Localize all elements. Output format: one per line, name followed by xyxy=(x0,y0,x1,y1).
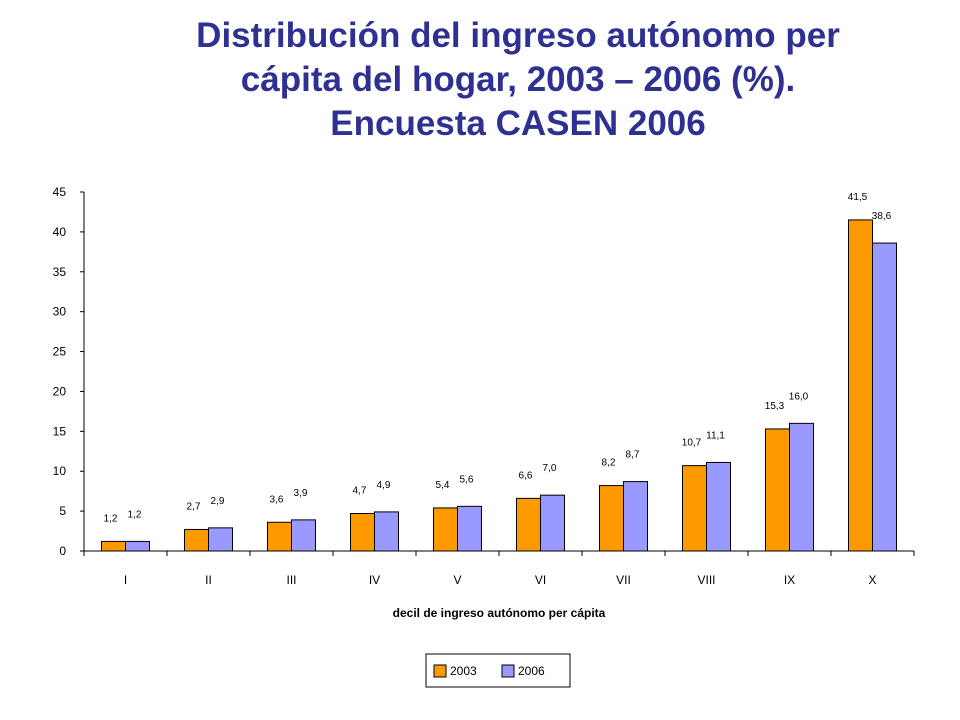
data-label-2003-VII: 8,2 xyxy=(602,458,616,469)
bar-2003-V xyxy=(433,507,458,552)
bar-2006-III xyxy=(291,519,316,552)
y-tick-label: 30 xyxy=(53,305,67,319)
y-tick-label: 0 xyxy=(59,544,66,558)
data-label-2003-I: 1,2 xyxy=(104,513,118,524)
bar-2003-IX xyxy=(765,428,790,552)
data-labels: 1,2 1,2 2,7 2,9 3,6 3,9 4,7 4,9 5,4 5,6 6,6 7,0 8,2 8… xyxy=(104,192,892,525)
legend-swatch-2006 xyxy=(501,664,515,678)
data-label-2006-V: 5,6 xyxy=(460,474,474,485)
bar-2006-X xyxy=(872,242,897,552)
y-axis: 0 5 10 15 20 25 30 35 40 45 xyxy=(53,185,85,558)
data-label-2006-VIII: 11,1 xyxy=(706,430,725,441)
legend-label-2006: 2006 xyxy=(518,664,545,678)
x-tick-label: IX xyxy=(784,573,795,587)
legend-label-2003: 2003 xyxy=(450,664,477,678)
x-tick-label: VII xyxy=(616,573,631,587)
y-tick-label: 10 xyxy=(53,464,67,478)
data-label-2003-IX: 15,3 xyxy=(765,401,785,412)
bar-2003-VIII xyxy=(682,465,707,552)
data-label-2003-VIII: 10,7 xyxy=(682,438,702,449)
bar-2003-III xyxy=(267,521,292,552)
x-tick-label: II xyxy=(205,573,212,587)
data-label-2006-IV: 4,9 xyxy=(377,480,391,491)
x-axis: I II III IV V VI VII VIII IX X xyxy=(83,550,915,587)
chart-title-line-3: Encuesta CASEN 2006 xyxy=(330,104,706,143)
chart-title: Distribución del ingreso autónomo per cá… xyxy=(0,14,960,146)
data-label-2003-V: 5,4 xyxy=(436,480,450,491)
y-tick-label: 35 xyxy=(53,265,67,279)
legend: 2003 2006 xyxy=(425,653,571,688)
x-tick-label: V xyxy=(453,573,461,587)
bar-2003-X xyxy=(848,219,873,552)
y-tick-label: 15 xyxy=(53,424,67,438)
x-tick-label: X xyxy=(868,573,876,587)
bar-2006-IV xyxy=(374,511,399,552)
x-axis-title: decil de ingreso autónomo per cápita xyxy=(393,606,606,620)
chart-title-line-1: Distribución del ingreso autónomo per xyxy=(196,16,840,55)
data-label-2006-III: 3,9 xyxy=(294,488,308,499)
bars xyxy=(101,219,897,552)
x-tick-label: III xyxy=(286,573,296,587)
bar-2003-II xyxy=(184,528,209,552)
legend-box xyxy=(425,653,571,688)
bar-2003-VII xyxy=(599,485,624,552)
data-label-2006-X: 38,6 xyxy=(872,211,892,222)
x-tick-label: VI xyxy=(535,573,546,587)
bar-2006-II xyxy=(208,527,233,552)
data-label-2006-II: 2,9 xyxy=(211,496,225,507)
bar-2006-VIII xyxy=(706,461,731,552)
data-label-2003-III: 3,6 xyxy=(270,494,284,505)
data-label-2003-VI: 6,6 xyxy=(519,470,533,481)
bar-2006-V xyxy=(457,505,482,552)
data-label-2003-X: 41,5 xyxy=(848,192,868,203)
x-tick-label: IV xyxy=(369,573,380,587)
y-tick-label: 20 xyxy=(53,384,67,398)
bar-2006-VI xyxy=(540,494,565,552)
bar-2006-I xyxy=(125,540,150,552)
chart-title-line-2: cápita del hogar, 2003 – 2006 (%). xyxy=(240,60,796,99)
data-label-2003-II: 2,7 xyxy=(187,501,201,512)
legend-swatch-2003 xyxy=(433,664,447,678)
x-tick-label: I xyxy=(124,573,127,587)
bar-2006-IX xyxy=(789,422,814,552)
data-label-2006-I: 1,2 xyxy=(128,509,142,520)
y-tick-label: 25 xyxy=(53,345,67,359)
bar-2003-I xyxy=(101,540,126,552)
x-tick-label: VIII xyxy=(697,573,715,587)
data-label-2006-VI: 7,0 xyxy=(543,463,557,474)
bar-2003-VI xyxy=(516,497,541,552)
data-label-2006-VII: 8,7 xyxy=(626,450,640,461)
y-tick-label: 40 xyxy=(53,225,67,239)
data-label-2003-IV: 4,7 xyxy=(353,486,367,497)
data-label-2006-IX: 16,0 xyxy=(789,391,809,402)
y-tick-label: 5 xyxy=(59,504,66,518)
bar-2006-VII xyxy=(623,481,648,552)
bar-2003-IV xyxy=(350,513,375,552)
y-tick-label: 45 xyxy=(53,185,67,199)
